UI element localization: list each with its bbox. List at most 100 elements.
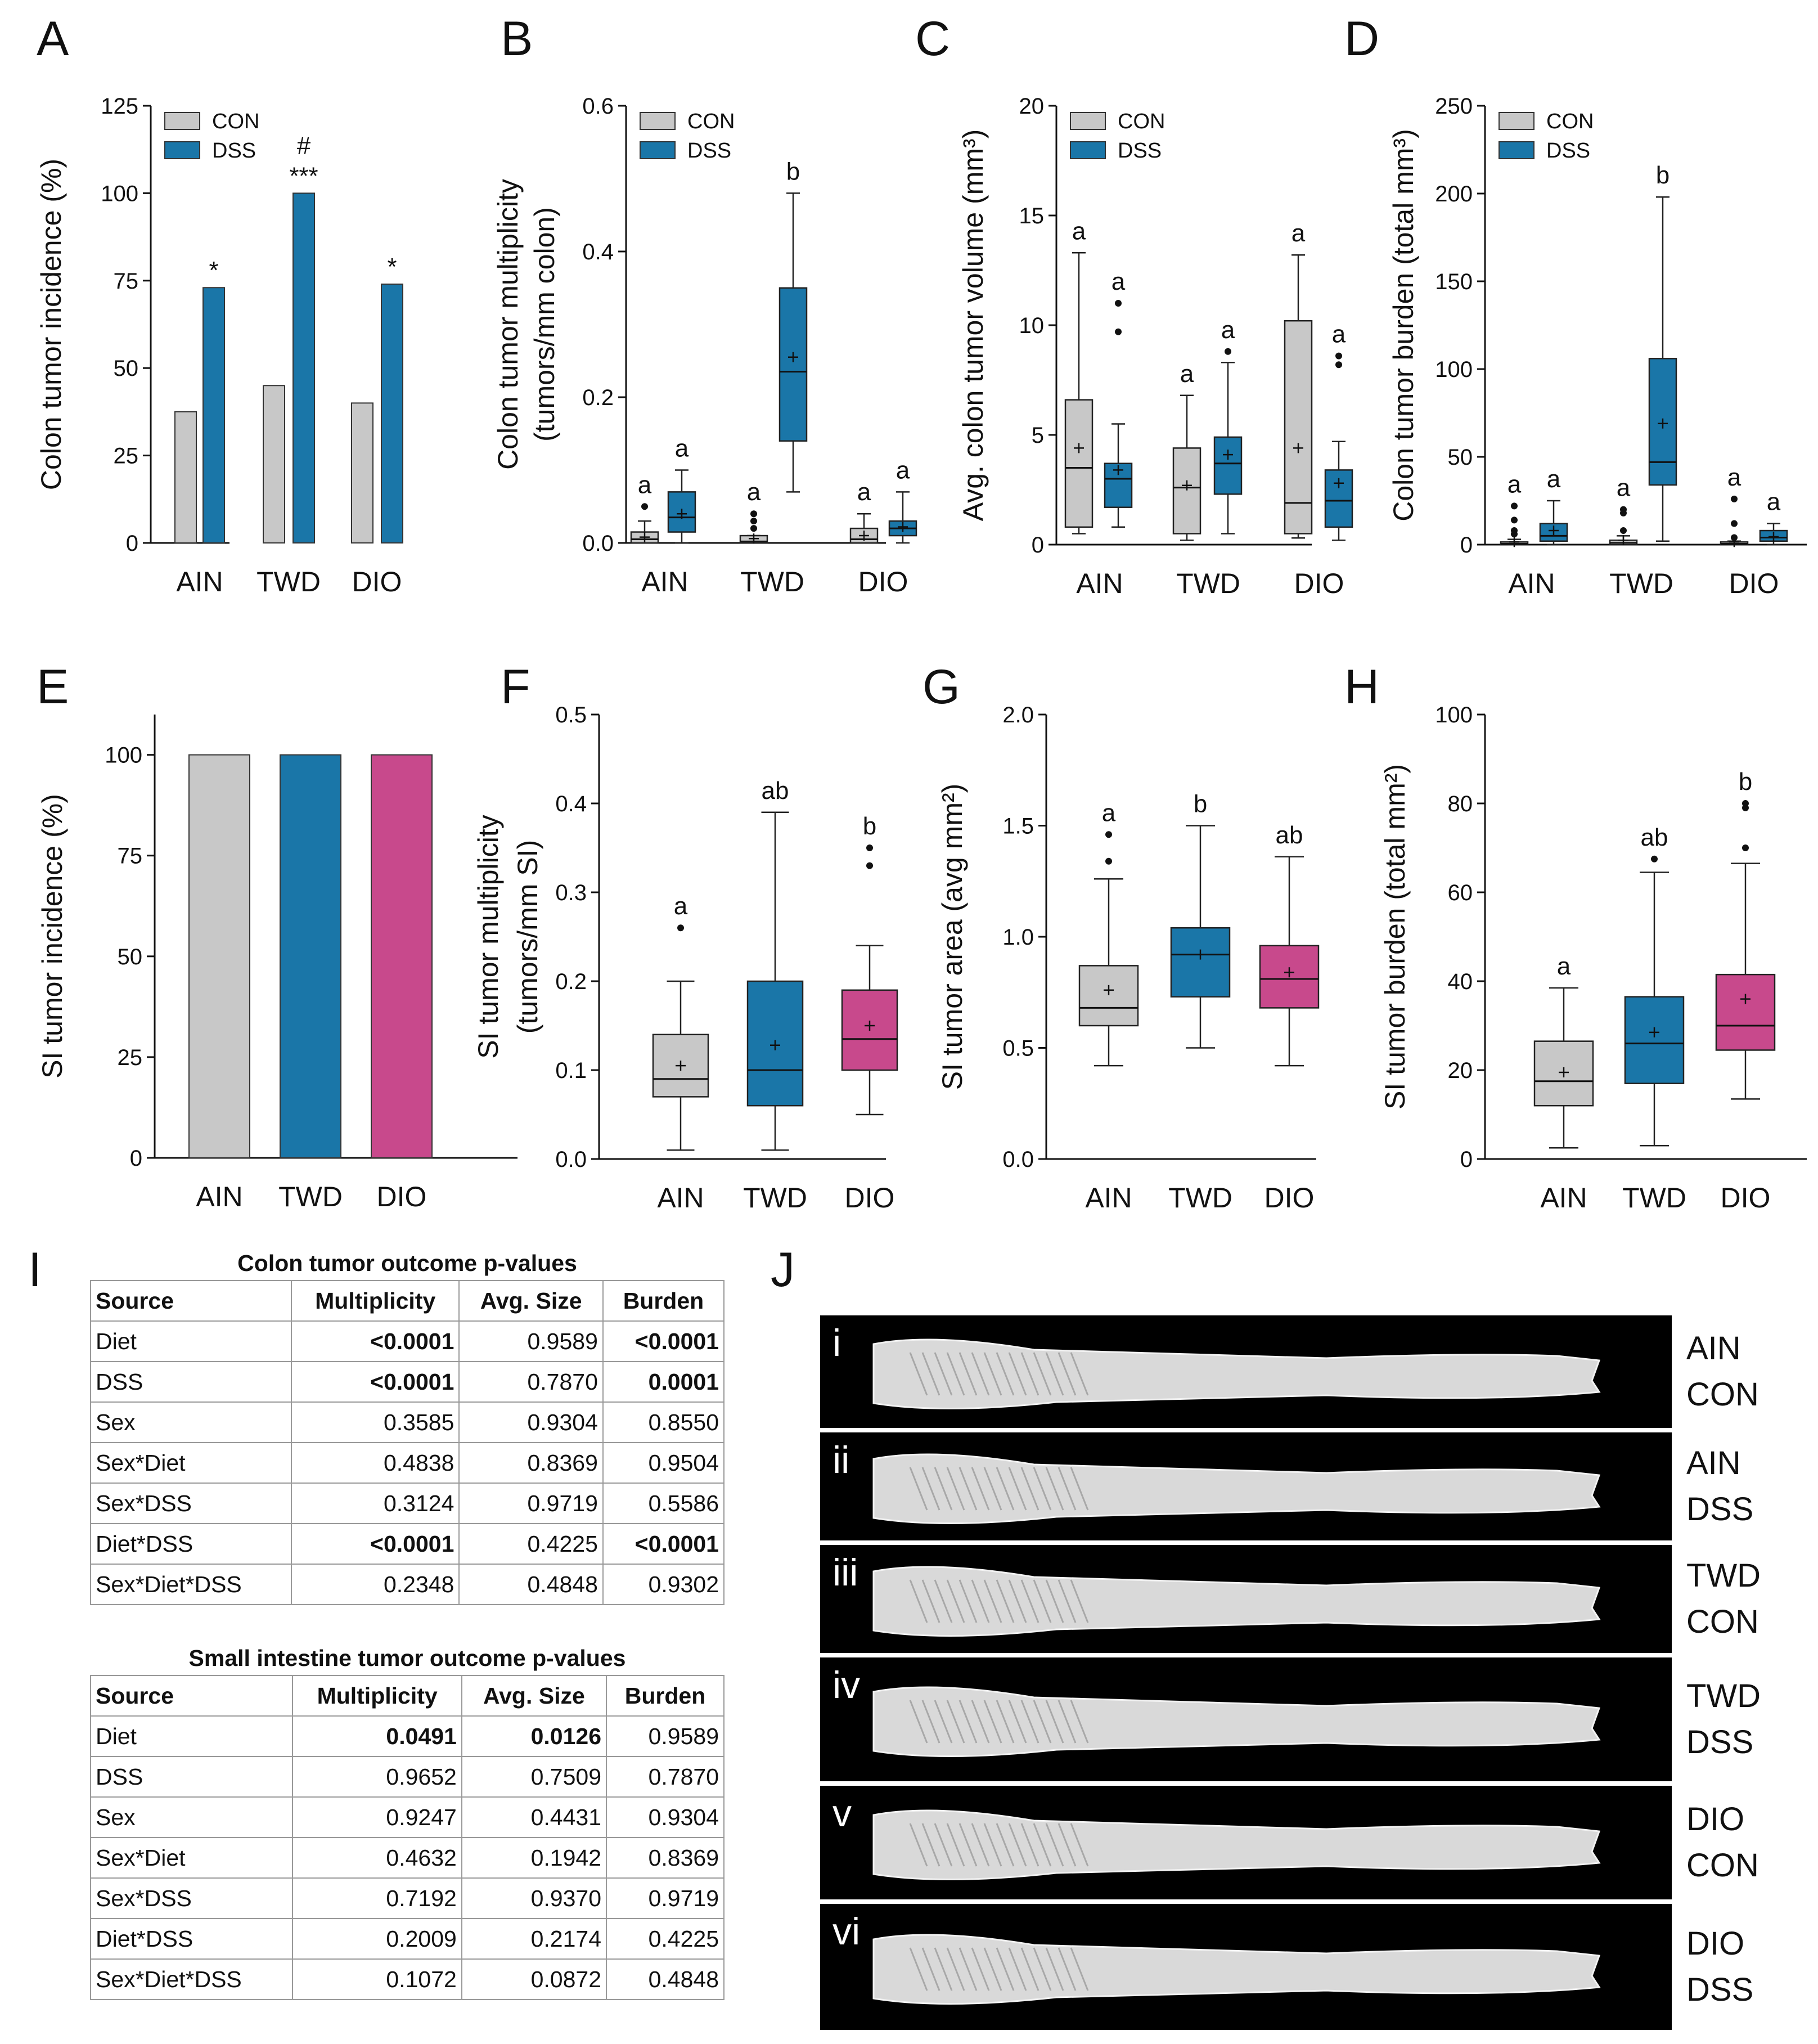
legend-label-dss: DSS	[1118, 139, 1162, 163]
panel-label: G	[922, 660, 960, 714]
mucosal-fold	[1008, 1823, 1027, 1867]
x-category-label: AIN	[641, 566, 688, 598]
group-letter: a	[747, 478, 761, 506]
box-twd-dss: b	[778, 158, 808, 493]
mucosal-fold	[909, 1579, 928, 1623]
strip-treatment-label: CON	[1686, 1847, 1759, 1884]
x-category-label: TWD	[1609, 568, 1673, 599]
mucosal-fold	[921, 1467, 940, 1511]
mucosal-fold	[1058, 1823, 1077, 1867]
mucosal-fold	[971, 1700, 990, 1744]
source-cell: Diet*DSS	[89, 1918, 294, 1960]
mucosal-fold	[1033, 1352, 1052, 1396]
outlier-point	[1115, 328, 1122, 335]
group-letter: a	[1617, 474, 1631, 502]
mucosal-fold	[958, 1579, 978, 1623]
group-letter: a	[1332, 321, 1346, 348]
table-row: Sex 0.3585 0.9304 0.8550	[89, 1401, 725, 1443]
box-twd-con: a	[739, 478, 768, 544]
mucosal-fold	[1058, 1352, 1077, 1396]
significance-mark: *	[209, 257, 218, 284]
table-row: Sex*DSS 0.7192 0.9370 0.9719	[89, 1877, 724, 1919]
source-cell: Sex*Diet	[89, 1442, 292, 1484]
source-cell: Diet	[89, 1320, 292, 1362]
group-letter: a	[674, 892, 688, 920]
strip-group-label: TWD CON	[1686, 1553, 1761, 1645]
colon-tissue-image	[872, 1566, 1601, 1637]
mucosal-fold	[971, 1823, 990, 1867]
outlier-point	[1105, 857, 1112, 865]
mucosal-fold	[1008, 1467, 1027, 1511]
mucosal-fold	[958, 1947, 978, 1991]
outlier-point	[1511, 516, 1518, 524]
strip-diet-label: AIN	[1686, 1445, 1741, 1481]
x-category-label: AIN	[196, 1181, 242, 1212]
box-twd-dss: b	[1648, 161, 1677, 542]
box-dio-con: a	[1720, 464, 1749, 547]
strip-diet-label: DIO	[1686, 1801, 1745, 1838]
y-tick-label: 2.0	[1002, 703, 1034, 727]
x-category-label: AIN	[1508, 568, 1555, 599]
mucosal-fold	[1058, 1467, 1077, 1511]
y-tick-label: 0.1	[555, 1058, 587, 1083]
mucosal-fold	[971, 1352, 990, 1396]
table-row: Diet <0.0001 0.9589 <0.0001	[89, 1320, 725, 1362]
mucosal-fold	[983, 1947, 1002, 1991]
outlier-point	[1511, 502, 1518, 510]
pvalue-cell: 0.0872	[461, 1958, 608, 2000]
outlier-point	[1742, 800, 1749, 807]
y-tick-label: 0	[1460, 1147, 1473, 1172]
source-cell: Sex	[89, 1796, 294, 1838]
mucosal-fold	[1020, 1352, 1040, 1396]
group-letter: ab	[1641, 824, 1668, 851]
significance-mark: *	[387, 253, 397, 281]
x-category-label: DIO	[377, 1181, 427, 1212]
legend-swatch-dss	[1498, 141, 1534, 159]
colon-tissue	[872, 1809, 1601, 1881]
colon-tissue	[872, 1453, 1601, 1525]
pvalue-cell: 0.3585	[291, 1401, 460, 1443]
mucosal-fold	[934, 1352, 953, 1396]
outlier-point	[866, 862, 873, 869]
x-category-label: AIN	[1540, 1182, 1587, 1214]
mucosal-fold	[1033, 1700, 1052, 1744]
legend-label-dss: DSS	[1546, 139, 1590, 163]
box-ain-dss: a	[1104, 268, 1133, 528]
pvalue-cell: 0.9589	[458, 1320, 604, 1362]
pvalue-cell: 0.2009	[292, 1918, 462, 1960]
y-tick-label: 1.5	[1002, 814, 1034, 839]
si-table-title: Small intestine tumor outcome p-values	[188, 1645, 626, 1671]
box-ain: a	[1533, 953, 1594, 1149]
col-source: Source	[89, 1675, 294, 1717]
y-tick-label: 0.5	[1002, 1036, 1034, 1061]
colon-tissue	[872, 1934, 1601, 2005]
mucosal-fold	[1070, 1700, 1089, 1744]
y-axis-label-units: (tumors/mm colon)	[529, 207, 560, 442]
strip-diet-label: AIN	[1686, 1330, 1741, 1367]
group-letter: a	[1292, 219, 1306, 247]
bar-dss	[292, 192, 315, 543]
mucosal-fold	[946, 1352, 965, 1396]
pvalue-cell: 0.2348	[291, 1564, 460, 1605]
strip-diet-label: TWD	[1686, 1678, 1761, 1714]
pvalue-cell: 0.4848	[606, 1958, 724, 2000]
pvalue-cell: 0.9589	[606, 1715, 724, 1757]
box-iqr	[1172, 447, 1202, 534]
legend-label-dss: DSS	[212, 139, 256, 163]
mucosal-fold	[1045, 1700, 1064, 1744]
table-row: Diet*DSS 0.2009 0.2174 0.4225	[89, 1918, 724, 1960]
pvalue-cell: 0.9719	[458, 1483, 604, 1524]
col-avg-size: Avg. Size	[458, 1280, 604, 1322]
colon-tissue-image	[872, 1809, 1601, 1881]
y-tick-label: 0	[126, 531, 138, 556]
outlier-point	[1115, 300, 1122, 307]
bar-twd	[280, 754, 341, 1158]
y-axis-label: SI tumor area (avg mm²)	[937, 784, 968, 1090]
pvalue-cell: <0.0001	[602, 1523, 725, 1565]
group-letter: a	[1767, 488, 1781, 516]
source-cell: Sex	[89, 1401, 292, 1443]
y-tick-label: 25	[118, 1045, 143, 1070]
colon-tissue	[872, 1338, 1601, 1410]
box-iqr	[1078, 965, 1139, 1027]
significance-mark-hash: #	[297, 132, 311, 159]
